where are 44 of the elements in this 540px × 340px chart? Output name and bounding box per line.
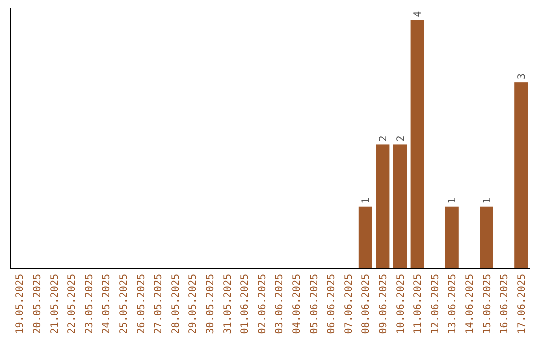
x-tick-label: 16.06.2025 xyxy=(500,274,511,334)
bar xyxy=(394,144,407,269)
x-tick-label: 23.05.2025 xyxy=(84,274,96,334)
x-tick-label: 01.06.2025 xyxy=(240,274,252,334)
x-tick-label: 15.06.2025 xyxy=(482,274,494,334)
x-tick-label: 20.05.2025 xyxy=(32,274,44,334)
data-label: 3 xyxy=(516,74,528,80)
x-tick-label: 31.05.2025 xyxy=(222,274,234,334)
data-label: 4 xyxy=(413,11,424,18)
data-label: 1 xyxy=(448,198,459,204)
x-tick-label: 27.05.2025 xyxy=(154,274,165,334)
x-tick-label: 13.06.2025 xyxy=(448,274,459,334)
x-tick-label: 26.05.2025 xyxy=(136,274,148,334)
x-tick-label: 22.05.2025 xyxy=(67,274,78,334)
bar xyxy=(445,206,459,269)
x-tick-label: 29.05.2025 xyxy=(188,274,200,334)
x-tick-label: 03.06.2025 xyxy=(274,274,286,334)
data-label: 2 xyxy=(396,136,407,142)
x-tick-label: 06.06.2025 xyxy=(326,274,338,334)
x-tick-label: 28.05.2025 xyxy=(170,274,182,334)
x-tick-label: 14.06.2025 xyxy=(464,274,476,334)
x-tick-label: 21.05.2025 xyxy=(50,274,61,334)
x-tick-label: 02.06.2025 xyxy=(257,274,268,334)
x-tick-label: 08.06.2025 xyxy=(361,274,372,334)
x-tick-label: 12.06.2025 xyxy=(430,274,442,334)
bar xyxy=(480,206,494,269)
x-tick-label: 09.06.2025 xyxy=(378,274,390,334)
x-tick-label: 11.06.2025 xyxy=(413,274,424,334)
bar xyxy=(358,206,372,269)
x-tick-label: 25.05.2025 xyxy=(118,274,130,334)
bar xyxy=(514,82,528,269)
x-tick-label: 04.06.2025 xyxy=(292,274,303,334)
bar xyxy=(376,144,390,269)
x-tick-label: 30.05.2025 xyxy=(205,274,216,334)
x-tick-label: 17.06.2025 xyxy=(516,274,528,334)
x-tick-label: 07.06.2025 xyxy=(344,274,355,334)
x-tick-label: 10.06.2025 xyxy=(396,274,407,334)
data-label: 1 xyxy=(482,198,494,204)
data-label: 2 xyxy=(378,136,390,142)
x-tick-label: 24.05.2025 xyxy=(102,274,113,334)
x-tick-label: 19.05.2025 xyxy=(15,274,26,334)
x-tick-label: 05.06.2025 xyxy=(309,274,320,334)
data-label: 1 xyxy=(361,198,372,204)
bar xyxy=(410,20,424,269)
